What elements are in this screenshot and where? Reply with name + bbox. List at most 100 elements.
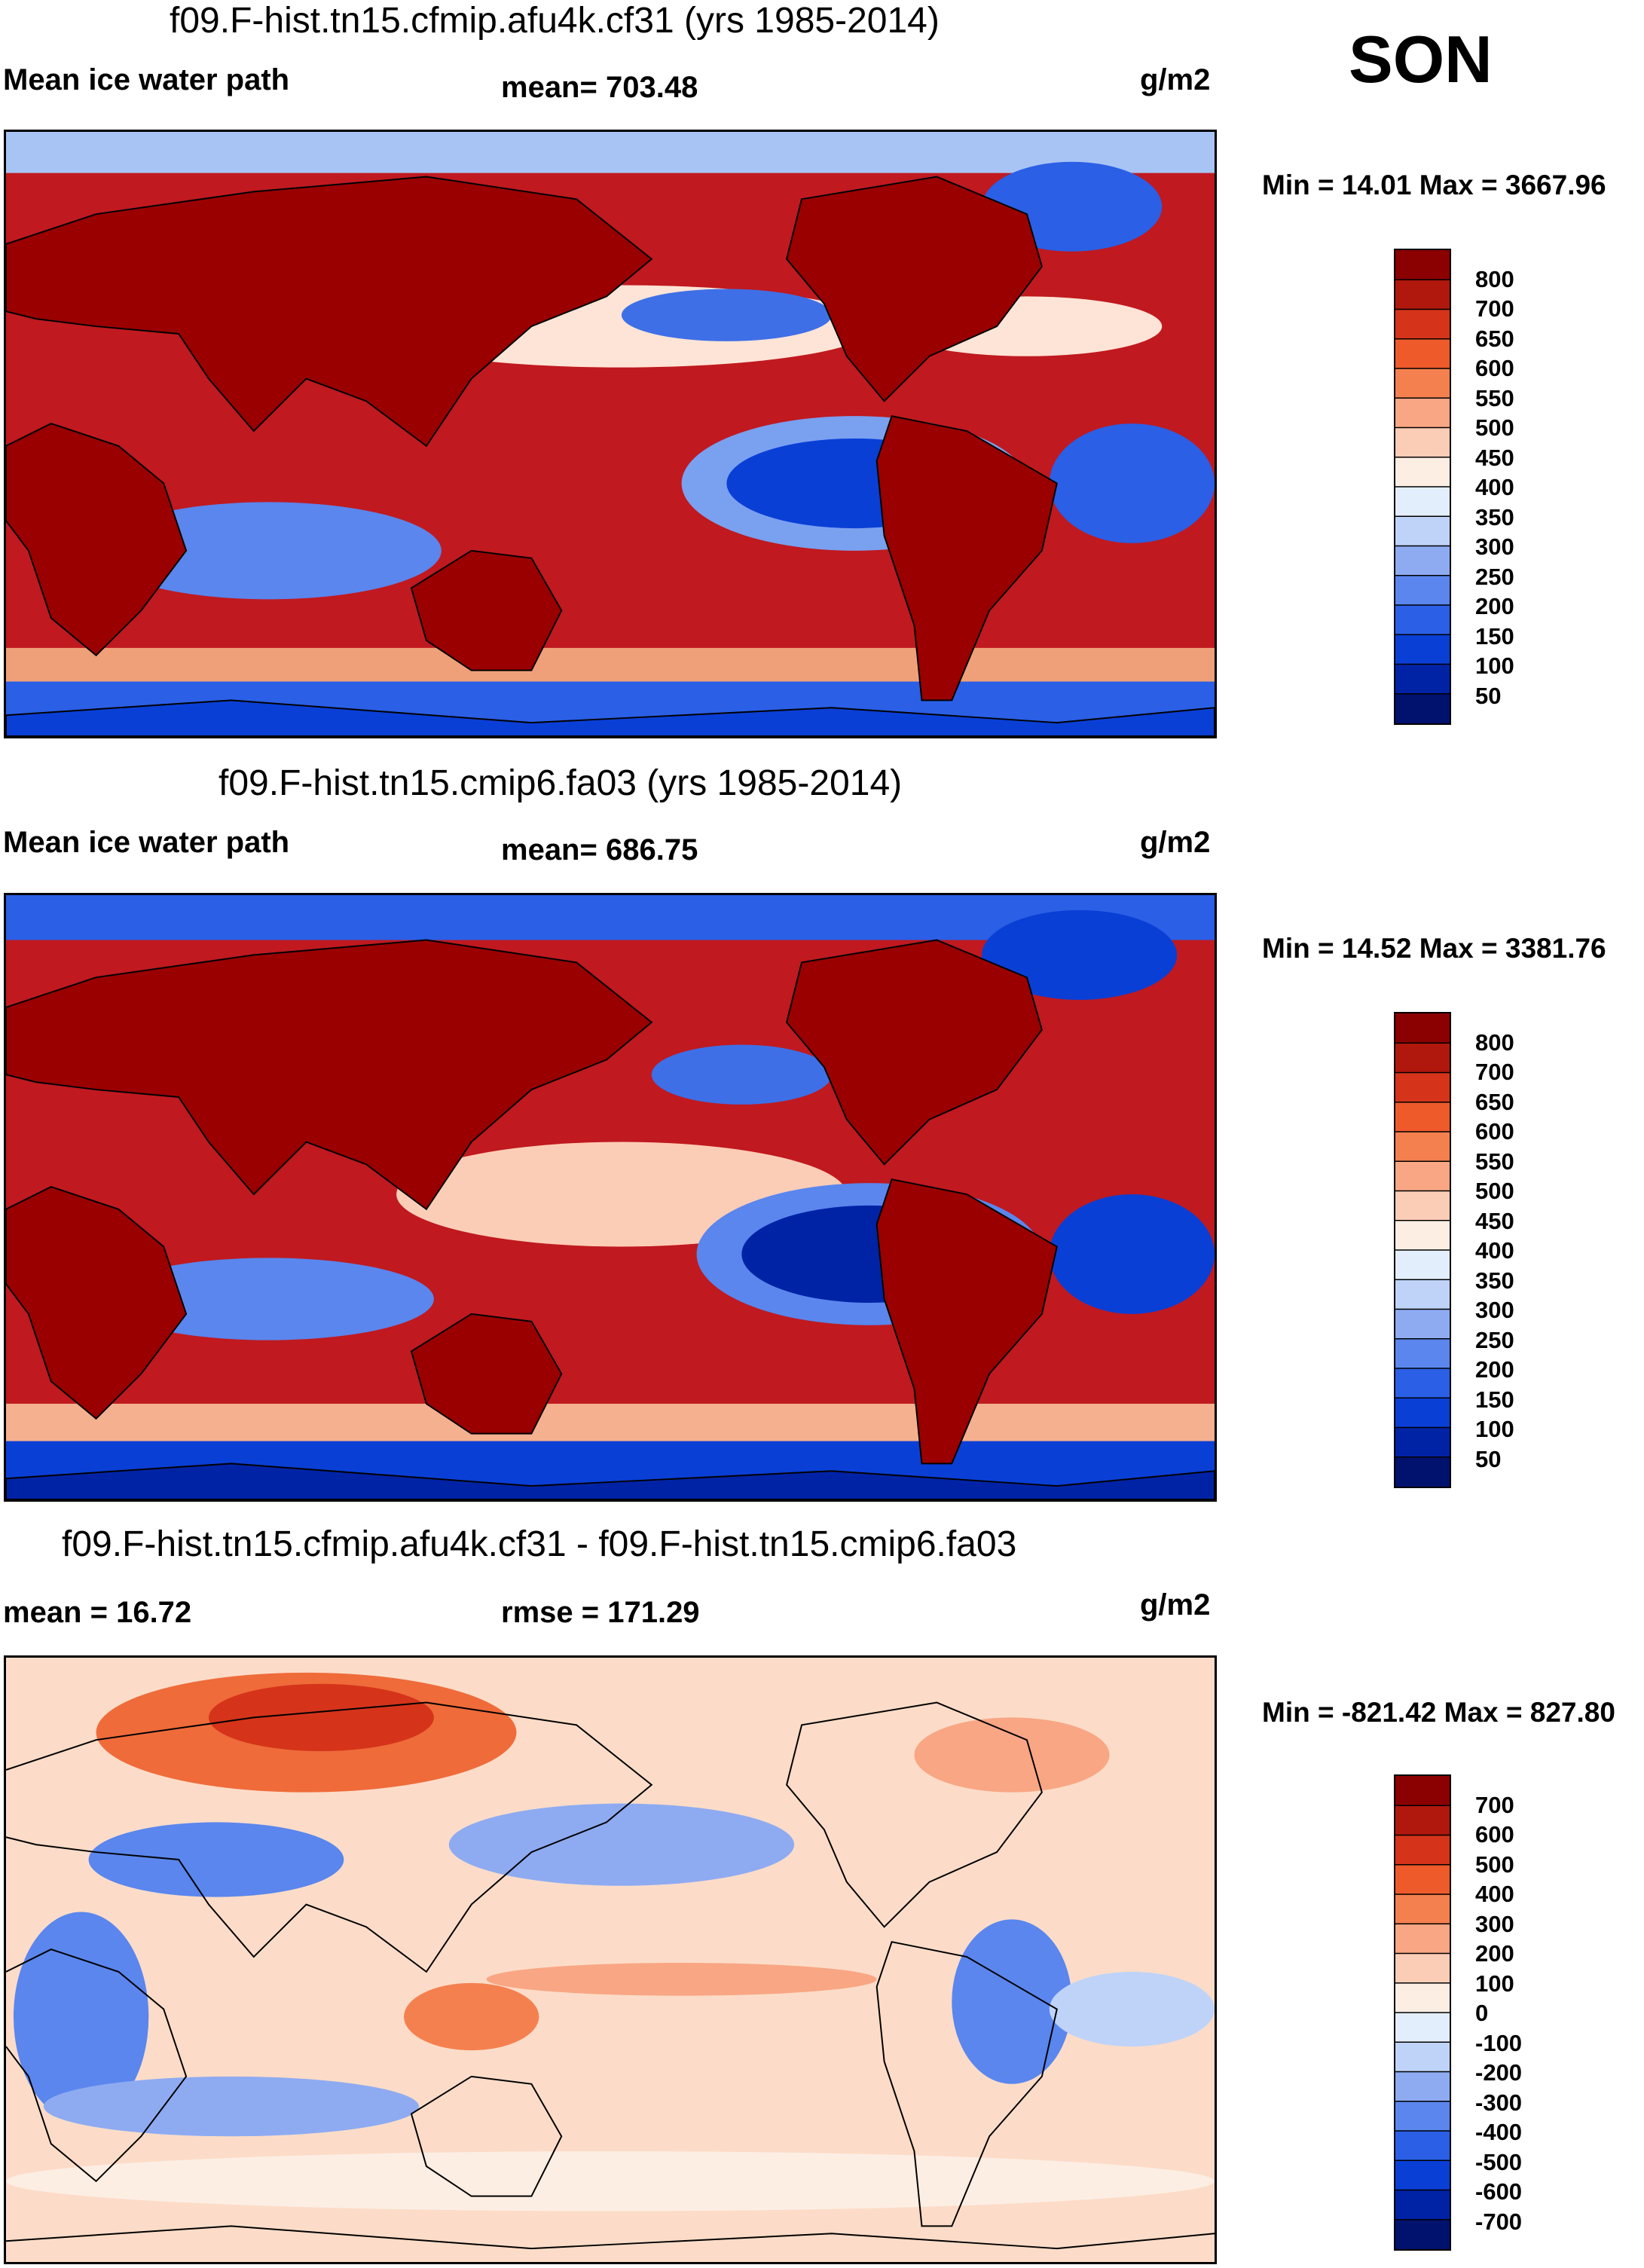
colorbar-tick-label: 700 [1475, 1059, 1514, 1085]
greenland-low [982, 909, 1178, 1000]
panel-2-map-svg [6, 895, 1215, 1499]
panel-1-minmax: Min = 14.01 Max = 3667.96 [1262, 170, 1606, 200]
colorbar-tick-label: 100 [1475, 653, 1514, 679]
panel-2-minmax: Min = 14.52 Max = 3381.76 [1262, 933, 1606, 964]
eurasia [6, 1701, 653, 1973]
colorbar-tick-label: 500 [1475, 1851, 1514, 1878]
panel-1-colorbar [1394, 249, 1451, 725]
indian-ocean-low [96, 502, 442, 600]
panel-3-mean-label: mean = 16.72 [3, 1596, 192, 1629]
panel-2-units: g/m2 [1140, 826, 1211, 859]
eurasia [6, 939, 653, 1211]
panel-2-colorbar-ticks: 800 700 650 600 550 500 450 400 350 300 250 200 150 1… [1475, 1012, 1566, 1488]
panel-1-map-svg [6, 132, 1215, 736]
colorbar-swatch [1395, 1043, 1450, 1073]
colorbar-swatch [1395, 2101, 1450, 2132]
colorbar-tick-label: 150 [1475, 622, 1514, 650]
colorbar-tick-label: 800 [1475, 265, 1514, 292]
colorbar-swatch [1395, 1427, 1450, 1458]
colorbar-swatch [1395, 1864, 1450, 1895]
colorbar-tick-label: 700 [1475, 1791, 1514, 1818]
colorbar-tick-label: 250 [1475, 563, 1514, 590]
colorbar-swatch [1395, 2219, 1450, 2250]
colorbar-swatch [1395, 457, 1450, 488]
colorbar-swatch [1395, 1776, 1450, 1806]
colorbar-swatch [1395, 575, 1450, 606]
amazon-negative [952, 1919, 1072, 2084]
south-america [875, 415, 1058, 701]
coastlines [6, 1701, 1215, 2250]
south-atlantic-negative [1049, 1971, 1215, 2047]
colorbar-swatch [1395, 1982, 1450, 2013]
colorbar-tick-label: 250 [1475, 1326, 1514, 1353]
north-america [786, 1701, 1043, 1928]
colorbar-tick-label: 400 [1475, 1881, 1514, 1907]
colorbar-tick-label: 200 [1475, 1356, 1514, 1383]
colorbar-swatch [1395, 1894, 1450, 1924]
panel-1-field-label: Mean ice water path [3, 63, 290, 96]
colorbar-tick-label: 500 [1475, 414, 1514, 441]
colorbar-tick-label: 550 [1475, 1148, 1514, 1175]
panel-3-minmax: Min = -821.42 Max = 827.80 [1262, 1697, 1615, 1728]
colorbar-swatch [1395, 1368, 1450, 1398]
colorbar-tick-label: 350 [1475, 503, 1514, 530]
colorbar-tick-label: 200 [1475, 593, 1514, 619]
colorbar-tick-label: 300 [1475, 1910, 1514, 1937]
colorbar-tick-label: 500 [1475, 1178, 1514, 1204]
panel-3-colorbar-ticks: 700 600 500 400 300 200 100 0 -100 -200 -300 -400 -5… [1475, 1774, 1566, 2251]
south-america [875, 1178, 1058, 1465]
colorbar-swatch [1395, 605, 1450, 635]
indian-ocean-low [103, 1258, 434, 1340]
antarctica-coast [6, 699, 1215, 736]
australia [410, 1313, 563, 1435]
panel-1-title: f09.F-hist.tn15.cfmip.afu4k.cf31 (yrs 19… [170, 1, 940, 41]
panel-1-colorbar-ticks: 800 700 650 600 550 500 450 400 350 300 250 200 150 1… [1475, 249, 1566, 725]
colorbar-swatch [1395, 2131, 1450, 2161]
colorbar-swatch [1395, 280, 1450, 310]
colorbar-swatch [1395, 2071, 1450, 2102]
panel-3-rmse-label: rmse = 171.29 [501, 1596, 700, 1629]
south-america [875, 1941, 1058, 2227]
panel-3-map-svg [6, 1658, 1215, 2262]
colorbar-tick-label: -400 [1475, 2119, 1523, 2145]
colorbar-tick-label: 50 [1475, 682, 1502, 709]
colorbar-tick-label: -200 [1475, 2059, 1523, 2086]
colorbar-tick-label: -600 [1475, 2178, 1523, 2205]
antarctica-coast [6, 1463, 1215, 1499]
colorbar-swatch [1395, 250, 1450, 280]
north-pacific-negative [448, 1803, 795, 1886]
colorbar-swatch [1395, 368, 1450, 399]
colorbar-swatch [1395, 338, 1450, 369]
colorbar-tick-label: 200 [1475, 1940, 1514, 1967]
panel-2-title: f09.F-hist.tn15.cmip6.fa03 (yrs 1985-201… [218, 763, 903, 803]
colorbar-swatch [1395, 1924, 1450, 1954]
colorbar-swatch [1395, 2160, 1450, 2190]
panel-2-colorbar [1394, 1012, 1451, 1488]
colorbar-swatch [1395, 664, 1450, 695]
colorbar-tick-label: 700 [1475, 295, 1514, 322]
colorbar-swatch [1395, 1953, 1450, 1984]
africa [6, 1186, 188, 1420]
antarctica-coast [6, 2225, 1215, 2250]
colorbar-tick-label: 400 [1475, 1237, 1514, 1264]
colorbar-tick-label: 600 [1475, 1118, 1514, 1145]
colorbar-tick-label: 400 [1475, 474, 1514, 500]
colorbar-tick-label: -500 [1475, 2148, 1523, 2175]
colorbar-tick-label: -700 [1475, 2208, 1523, 2235]
colorbar-swatch [1395, 2190, 1450, 2221]
panel-2-map [4, 893, 1217, 1502]
colorbar-tick-label: -300 [1475, 2089, 1523, 2116]
colorbar-swatch [1395, 1161, 1450, 1191]
north-pacific-low [651, 1044, 832, 1105]
australia-positive [404, 1982, 539, 2051]
panel-2-field-label: Mean ice water path [3, 826, 290, 859]
panel-2-mean-label: mean= 686.75 [501, 833, 698, 867]
pacific-itcz-positive [486, 1962, 877, 1996]
east-canada-positive [914, 1717, 1110, 1793]
colorbar-tick-label: 300 [1475, 1297, 1514, 1323]
west-asia-negative [88, 1822, 344, 1897]
south-atlantic-low [1049, 1194, 1215, 1314]
colorbar-tick-label: 550 [1475, 384, 1514, 411]
colorbar-tick-label: -100 [1475, 2029, 1523, 2056]
panel-3-title: f09.F-hist.tn15.cfmip.afu4k.cf31 - f09.F… [62, 1524, 1017, 1564]
